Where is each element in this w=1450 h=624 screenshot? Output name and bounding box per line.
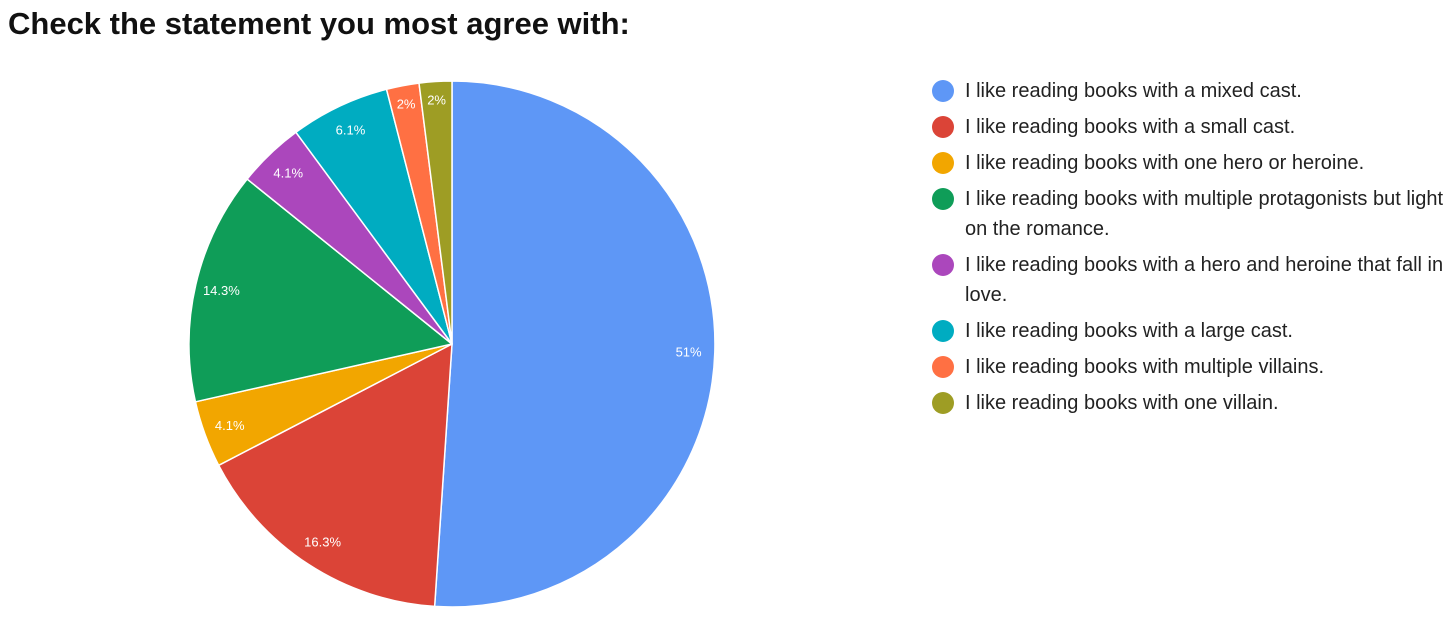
legend-swatch-icon bbox=[932, 152, 954, 174]
legend-label: I like reading books with a hero and her… bbox=[965, 254, 1444, 306]
pie-slice-3 bbox=[188, 178, 453, 403]
legend-item-4: I like reading books with a hero and her… bbox=[932, 250, 1447, 310]
legend-swatch-icon bbox=[932, 320, 954, 342]
pie-slice-label-1: 16.3% bbox=[304, 535, 341, 550]
pie-slice-label-2: 4.1% bbox=[215, 418, 245, 433]
legend-item-3: I like reading books with multiple prota… bbox=[932, 184, 1447, 244]
chart-title: Check the statement you most agree with: bbox=[8, 6, 630, 41]
pie-slice-label-6: 2% bbox=[397, 96, 416, 111]
legend-item-0: I like reading books with a mixed cast. bbox=[932, 76, 1447, 106]
pie-slice-labels: 51% 16.3% 4.1% 14.3% 4.1% 6.1% 2% 2% bbox=[203, 92, 702, 549]
pie-slice-label-0: 51% bbox=[676, 344, 702, 359]
legend-swatch-icon bbox=[932, 392, 954, 414]
legend-item-5: I like reading books with a large cast. bbox=[932, 316, 1447, 346]
legend-label: I like reading books with a large cast. bbox=[965, 320, 1293, 342]
legend-swatch-icon bbox=[932, 254, 954, 276]
legend-item-1: I like reading books with a small cast. bbox=[932, 112, 1447, 142]
legend-item-7: I like reading books with one villain. bbox=[932, 388, 1447, 418]
pie-slice-0 bbox=[433, 80, 716, 608]
pie-slice-label-7: 2% bbox=[427, 92, 446, 107]
pie-slice-7 bbox=[418, 80, 453, 345]
legend-label: I like reading books with multiple prota… bbox=[965, 188, 1444, 240]
pie-slice-label-4: 4.1% bbox=[273, 166, 303, 181]
legend-swatch-icon bbox=[932, 188, 954, 210]
legend-item-2: I like reading books with one hero or he… bbox=[932, 148, 1447, 178]
legend-label: I like reading books with one hero or he… bbox=[965, 152, 1365, 174]
legend-swatch-icon bbox=[932, 356, 954, 378]
pie-slice-label-3: 14.3% bbox=[203, 283, 240, 298]
legend-label: I like reading books with a mixed cast. bbox=[965, 80, 1302, 102]
legend: I like reading books with a mixed cast. I… bbox=[932, 76, 1447, 424]
legend-label: I like reading books with a small cast. bbox=[965, 116, 1296, 138]
legend-label: I like reading books with multiple villa… bbox=[965, 356, 1325, 378]
pie-chart: 51% 16.3% 4.1% 14.3% 4.1% 6.1% 2% 2% bbox=[188, 80, 716, 608]
pie-slice-1 bbox=[217, 343, 453, 608]
legend-swatch-icon bbox=[932, 80, 954, 102]
legend-swatch-icon bbox=[932, 116, 954, 138]
legend-label: I like reading books with one villain. bbox=[965, 392, 1279, 414]
pie-slices bbox=[188, 80, 716, 608]
legend-item-6: I like reading books with multiple villa… bbox=[932, 352, 1447, 382]
pie-slice-label-5: 6.1% bbox=[336, 123, 366, 138]
